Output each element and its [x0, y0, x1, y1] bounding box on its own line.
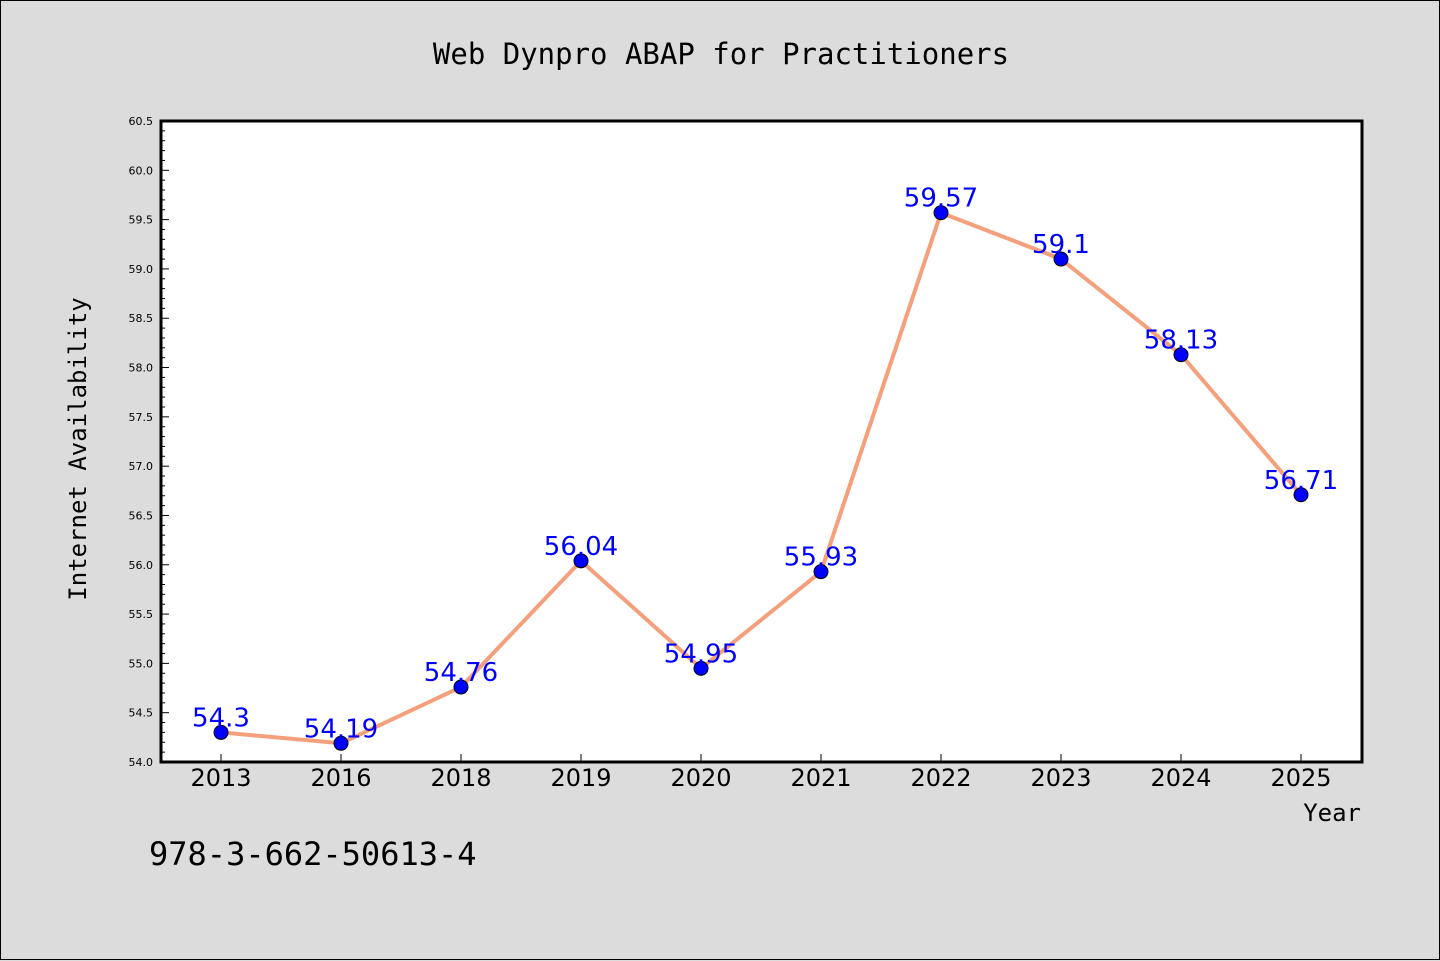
data-label: 54.76 — [424, 658, 498, 688]
data-point — [333, 735, 349, 751]
data-point — [933, 205, 949, 221]
y-axis-label: Internet Availability — [64, 297, 92, 600]
y-tick-label: 59.0 — [129, 263, 154, 276]
data-point — [573, 553, 589, 569]
data-label: 54.19 — [304, 714, 378, 744]
y-tick-label: 54.5 — [129, 707, 154, 720]
x-axis: 2013 2016 2018 2019 2020 2021 2022 2023 2024 2025 — [190, 754, 1332, 792]
data-label: 56.71 — [1264, 466, 1338, 496]
y-tick-label: 60.5 — [129, 115, 154, 128]
plot-area — [159, 119, 1364, 764]
x-tick-label: 2018 — [430, 764, 491, 792]
x-tick-label: 2019 — [550, 764, 611, 792]
y-tick-label: 60.0 — [129, 164, 154, 177]
x-axis-label: Year — [1303, 799, 1361, 827]
y-tick-label: 58.5 — [129, 312, 154, 325]
isbn-text: 978-3-662-50613-4 — [149, 835, 477, 873]
data-label: 59.57 — [904, 184, 978, 214]
x-tick-label: 2016 — [310, 764, 371, 792]
y-tick-label: 59.5 — [129, 214, 154, 227]
series-line — [220, 210, 1303, 746]
y-tick-label: 57.5 — [129, 411, 154, 424]
series-line-group — [220, 210, 1303, 746]
data-label: 56.04 — [544, 532, 618, 562]
chart-title: Web Dynpro ABAP for Practitioners — [433, 37, 1009, 71]
data-point — [693, 660, 709, 676]
x-tick-label: 2021 — [790, 764, 851, 792]
x-tick-label: 2023 — [1030, 764, 1091, 792]
data-point — [1293, 487, 1309, 503]
data-point — [1173, 347, 1189, 363]
y-axis: 54.0 54.5 55.0 55.5 56.0 56.5 57.0 57.5 58.0 58.5… — [129, 115, 169, 769]
data-point — [813, 564, 829, 580]
x-tick-label: 2020 — [670, 764, 731, 792]
x-tick-label: 2024 — [1150, 764, 1211, 792]
y-tick-label: 56.5 — [129, 509, 154, 522]
data-label: 59.1 — [1032, 230, 1090, 260]
data-point — [453, 679, 469, 695]
data-point — [1053, 251, 1069, 267]
y-tick-label: 55.5 — [129, 608, 154, 621]
data-markers — [213, 205, 1309, 751]
x-tick-label: 2013 — [190, 764, 251, 792]
data-label: 55.93 — [784, 543, 858, 573]
y-tick-label: 54.0 — [129, 756, 154, 769]
y-tick-label: 58.0 — [129, 362, 154, 375]
y-tick-label: 55.0 — [129, 657, 154, 670]
data-label: 54.95 — [664, 639, 738, 669]
y-tick-label: 57.0 — [129, 460, 154, 473]
data-labels: 54.3 54.19 54.76 56.04 54.95 55.93 59.57 59.1 58… — [192, 184, 1338, 745]
x-tick-label: 2022 — [910, 764, 971, 792]
data-label: 58.13 — [1144, 326, 1218, 356]
data-point — [213, 724, 229, 740]
data-label: 54.3 — [192, 703, 250, 733]
x-tick-label: 2025 — [1270, 764, 1331, 792]
y-tick-label: 56.0 — [129, 559, 154, 572]
